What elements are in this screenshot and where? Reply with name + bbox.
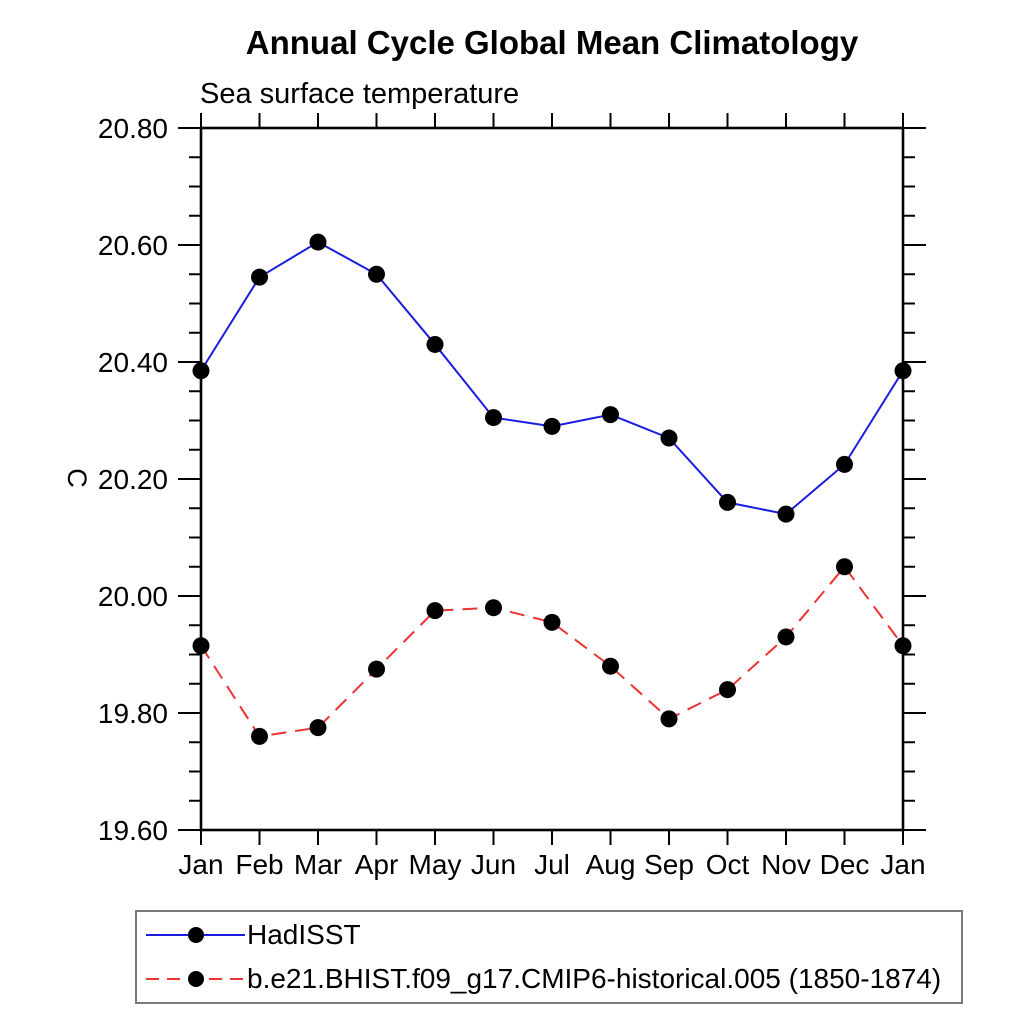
x-tick-label: Feb — [235, 849, 283, 880]
legend-swatch-dashed-line-icon — [146, 971, 245, 987]
axes-frame: 19.60 19.80 20.00 20.20 20.40 20.60 20.80 Jan Fe… — [98, 113, 926, 880]
data-point — [777, 505, 795, 523]
data-point — [251, 727, 268, 745]
plot-frame — [199, 126, 905, 832]
y-tick-label: 20.80 — [98, 113, 168, 144]
x-tick-label: Apr — [355, 849, 399, 880]
x-tick-label: Nov — [761, 849, 811, 880]
data-series — [192, 233, 912, 745]
data-point — [368, 660, 385, 678]
data-point — [251, 268, 268, 286]
legend-label-model: b.e21.BHIST.f09_g17.CMIP6-historical.005… — [247, 963, 942, 994]
data-point — [426, 335, 444, 353]
x-tick-label: Aug — [586, 849, 636, 880]
data-point — [660, 710, 678, 728]
series-line-hadisst — [200, 240, 904, 516]
data-point — [485, 599, 502, 617]
data-point — [602, 406, 619, 424]
x-tick-label: Jan — [880, 849, 925, 880]
legend-item-hadisst: HadISST — [137, 915, 961, 955]
data-point — [543, 613, 561, 631]
x-tick-label: Jun — [471, 849, 516, 880]
x-tick-label: Sep — [644, 849, 694, 880]
data-point — [894, 362, 912, 380]
x-tick-label: Jan — [178, 849, 223, 880]
data-point — [719, 493, 736, 511]
data-point — [894, 637, 912, 655]
data-point — [485, 409, 502, 427]
x-tick-label: May — [409, 849, 462, 880]
data-point — [719, 681, 736, 699]
y-tick-label: 19.60 — [98, 815, 168, 846]
data-point — [426, 602, 444, 620]
x-tick-label: Jul — [534, 849, 570, 880]
series-line-model — [200, 565, 904, 738]
y-tick-label: 20.20 — [98, 464, 168, 495]
data-point — [543, 417, 561, 435]
legend-marker-dot-icon — [188, 927, 204, 943]
x-tick-label: Mar — [294, 849, 342, 880]
data-point — [192, 362, 210, 380]
y-axis-label: C — [62, 468, 92, 488]
data-point — [309, 719, 327, 737]
y-tick-label: 20.40 — [98, 347, 168, 378]
legend-marker-dot-icon — [188, 971, 204, 987]
legend-label-hadisst: HadISST — [247, 919, 361, 950]
x-tick-label: Dec — [820, 849, 870, 880]
data-point — [836, 455, 853, 473]
data-point — [836, 558, 853, 576]
y-tick-label: 19.80 — [98, 698, 168, 729]
data-point — [777, 628, 795, 646]
y-tick-label: 20.00 — [98, 581, 168, 612]
data-point — [192, 637, 210, 655]
data-point — [309, 233, 327, 251]
data-point — [660, 429, 678, 447]
legend-item-model: b.e21.BHIST.f09_g17.CMIP6-historical.005… — [137, 959, 961, 999]
data-point — [602, 657, 619, 675]
x-tick-label: Oct — [706, 849, 750, 880]
y-tick-label: 20.60 — [98, 230, 168, 261]
legend-swatch-solid-line-icon — [146, 927, 245, 943]
chart-title: Annual Cycle Global Mean Climatology — [246, 24, 859, 61]
chart-subtitle: Sea surface temperature — [200, 78, 519, 110]
data-point — [368, 265, 385, 283]
legend: HadISST b.e21.BHIST.f09_g17.CMIP6-histor… — [135, 910, 963, 1004]
